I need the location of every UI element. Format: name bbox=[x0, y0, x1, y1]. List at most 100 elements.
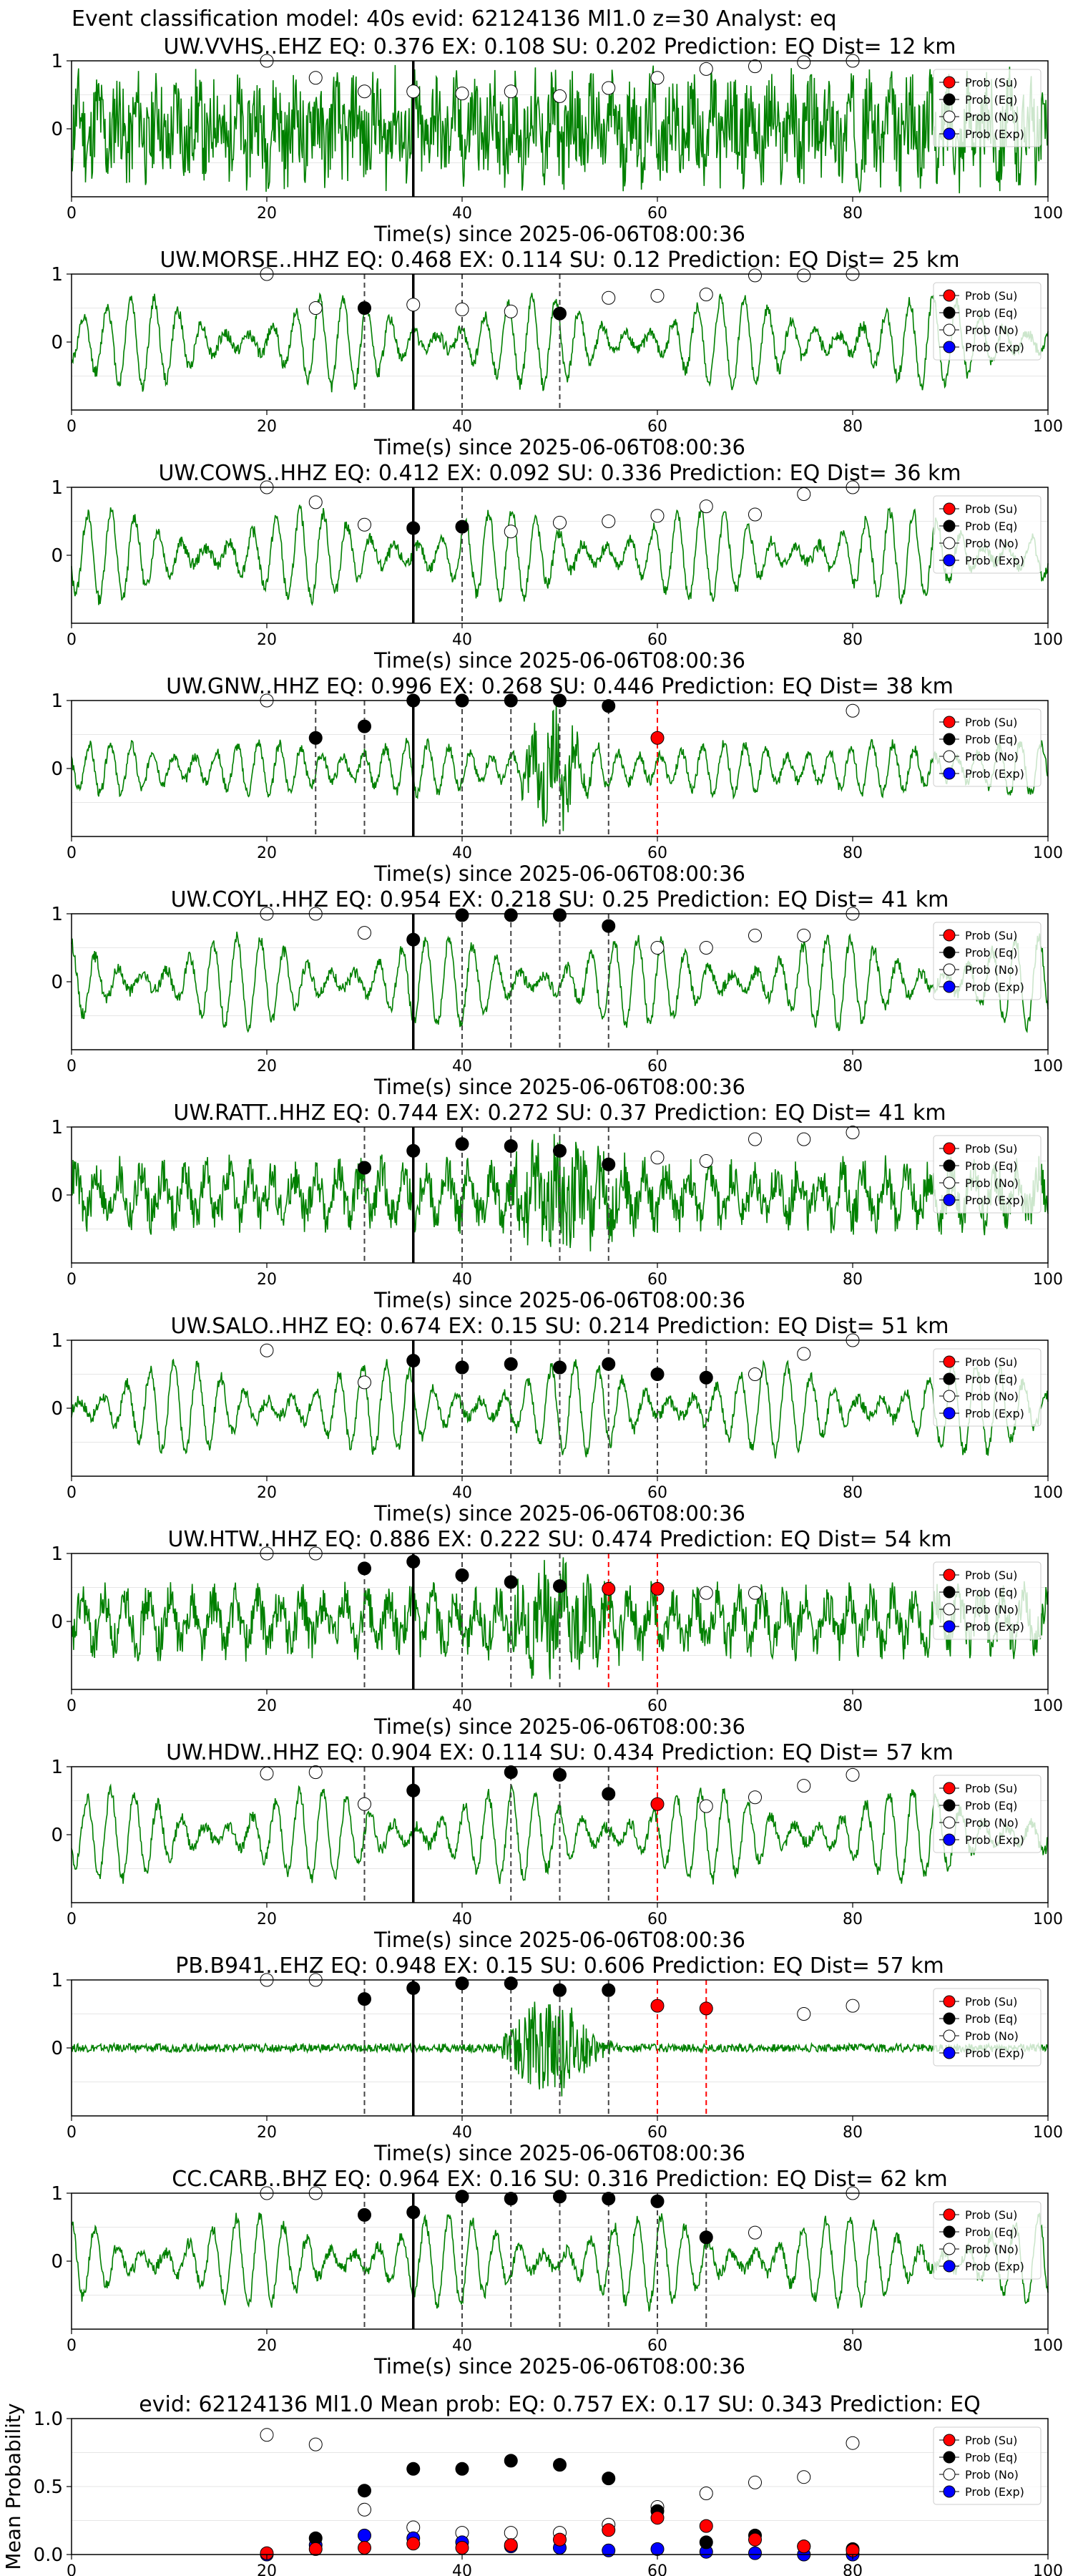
panel-title: UW.COWS..HHZ EQ: 0.412 EX: 0.092 SU: 0.3… bbox=[158, 461, 961, 486]
legend-marker bbox=[943, 733, 956, 746]
x-tick-label: 20 bbox=[257, 844, 277, 862]
x-tick-label: 60 bbox=[647, 1058, 667, 1075]
prob-point-exp bbox=[650, 2542, 665, 2556]
legend-box bbox=[933, 495, 1042, 574]
legend-label: Prob (Exp) bbox=[965, 1407, 1024, 1420]
legend-box bbox=[933, 1988, 1042, 2067]
y-tick-label: 1.0 bbox=[34, 2409, 63, 2430]
panel-title: CC.CARB..BHZ EQ: 0.964 EX: 0.16 SU: 0.31… bbox=[172, 2167, 947, 2192]
x-tick-label: 0 bbox=[67, 2124, 77, 2142]
prob-point-no bbox=[797, 1132, 811, 1146]
legend-label: Prob (Exp) bbox=[965, 980, 1024, 994]
legend-label: Prob (Exp) bbox=[965, 2046, 1024, 2060]
y-tick-label: 0 bbox=[51, 1398, 63, 1420]
prob-point-eq bbox=[602, 1983, 616, 1997]
x-tick-label: 0 bbox=[67, 1271, 77, 1289]
prob-point-no bbox=[308, 495, 323, 509]
y-tick-label: 1 bbox=[51, 1117, 63, 1138]
prob-point-eq bbox=[553, 1143, 567, 1158]
x-tick-label: 20 bbox=[257, 1271, 277, 1289]
x-tick-label: 20 bbox=[257, 2124, 277, 2142]
x-axis-label: Time(s) since 2025-06-06T08:00:36 bbox=[373, 1501, 745, 1526]
prob-point-eq bbox=[504, 1765, 518, 1780]
prob-point-eq bbox=[504, 1139, 518, 1153]
prob-point-no bbox=[650, 1151, 665, 1165]
prob-point-eq bbox=[504, 1976, 518, 1991]
prob-point-eq bbox=[455, 1568, 469, 1582]
y-tick-label: 1 bbox=[51, 1757, 63, 1778]
legend-marker bbox=[943, 519, 956, 532]
chart-panel-1: UW.VVHS..EHZ EQ: 0.376 EX: 0.108 SU: 0.2… bbox=[51, 34, 1063, 246]
legend-marker bbox=[943, 767, 956, 780]
x-tick-label: 100 bbox=[1033, 1697, 1063, 1715]
legend-label: Prob (No) bbox=[965, 963, 1019, 977]
prob-point-no bbox=[308, 301, 323, 315]
prob-point-no bbox=[650, 509, 665, 523]
y-tick-label: 1 bbox=[51, 1970, 63, 1991]
prob-point-no bbox=[455, 87, 469, 101]
prob-point-eq bbox=[553, 1767, 567, 1782]
prob-point-su bbox=[699, 2519, 713, 2533]
x-tick-label: 20 bbox=[257, 205, 277, 223]
prob-point-eq bbox=[358, 1992, 371, 2006]
y-tick-label: 1 bbox=[51, 904, 63, 925]
x-axis-label: Time(s) since 2025-06-06T08:00:36 bbox=[373, 1075, 745, 1099]
prob-point-eq bbox=[406, 1554, 421, 1568]
legend-marker bbox=[943, 93, 956, 106]
prob-point-no bbox=[797, 268, 811, 283]
legend-label: Prob (Exp) bbox=[965, 1833, 1024, 1847]
legend-label: Prob (Exp) bbox=[965, 127, 1024, 141]
prob-point-no bbox=[553, 89, 567, 103]
legend-marker bbox=[943, 2225, 956, 2238]
waveform-trace bbox=[71, 1133, 1049, 1252]
legend-label: Prob (Su) bbox=[965, 289, 1017, 303]
prob-point-no bbox=[748, 1586, 762, 1600]
prob-point-eq bbox=[406, 1143, 421, 1158]
y-tick-label: 1 bbox=[51, 1330, 63, 1352]
legend-marker bbox=[943, 554, 956, 567]
prob-point-su bbox=[650, 1797, 665, 1811]
prob-point-no bbox=[455, 302, 469, 316]
panels: UW.VVHS..EHZ EQ: 0.376 EX: 0.108 SU: 0.2… bbox=[1, 34, 1063, 2576]
prob-point-no bbox=[358, 926, 371, 940]
legend-marker bbox=[943, 289, 956, 302]
y-tick-label: 1 bbox=[51, 2183, 63, 2205]
y-tick-label: 0 bbox=[51, 758, 63, 780]
prob-point-eq bbox=[358, 301, 371, 315]
legend-marker bbox=[943, 2434, 956, 2446]
y-tick-label: 0 bbox=[51, 2038, 63, 2059]
legend-marker bbox=[943, 716, 956, 728]
prob-point-no bbox=[699, 288, 713, 301]
legend-label: Prob (Eq) bbox=[965, 1799, 1017, 1813]
x-axis-label: Time(s) since 2025-06-06T08:00:36 bbox=[373, 1288, 745, 1312]
x-tick-label: 0 bbox=[67, 1484, 77, 1502]
legend-box bbox=[933, 708, 1042, 787]
prob-point-no bbox=[846, 703, 860, 718]
legend-label: Prob (Su) bbox=[965, 1142, 1017, 1156]
prob-point-eq bbox=[358, 2484, 371, 2498]
y-tick-label: 0 bbox=[51, 119, 63, 140]
prob-point-eq bbox=[358, 1561, 371, 1576]
prob-point-no bbox=[504, 525, 518, 539]
panel-title: UW.HDW..HHZ EQ: 0.904 EX: 0.114 SU: 0.43… bbox=[166, 1740, 954, 1765]
prob-point-eq bbox=[308, 731, 323, 745]
y-tick-label: 1 bbox=[51, 1543, 63, 1565]
legend-marker bbox=[943, 1142, 956, 1155]
prob-point-no bbox=[748, 1790, 762, 1805]
x-tick-label: 80 bbox=[843, 1058, 863, 1075]
legend-marker bbox=[943, 2451, 956, 2464]
x-tick-label: 40 bbox=[452, 2124, 472, 2142]
legend-marker bbox=[943, 2260, 956, 2273]
legend-marker bbox=[943, 2208, 956, 2221]
prob-point-su bbox=[406, 2537, 421, 2551]
legend-marker bbox=[943, 502, 956, 515]
legend-label: Prob (Eq) bbox=[965, 1586, 1017, 1599]
legend-box bbox=[933, 2426, 1042, 2505]
legend-label: Prob (No) bbox=[965, 1176, 1019, 1190]
legend-box bbox=[933, 1561, 1042, 1640]
legend-label: Prob (Su) bbox=[965, 1568, 1017, 1582]
prob-point-eq bbox=[602, 2472, 616, 2486]
prob-point-eq bbox=[455, 1360, 469, 1375]
legend-marker bbox=[943, 980, 956, 993]
